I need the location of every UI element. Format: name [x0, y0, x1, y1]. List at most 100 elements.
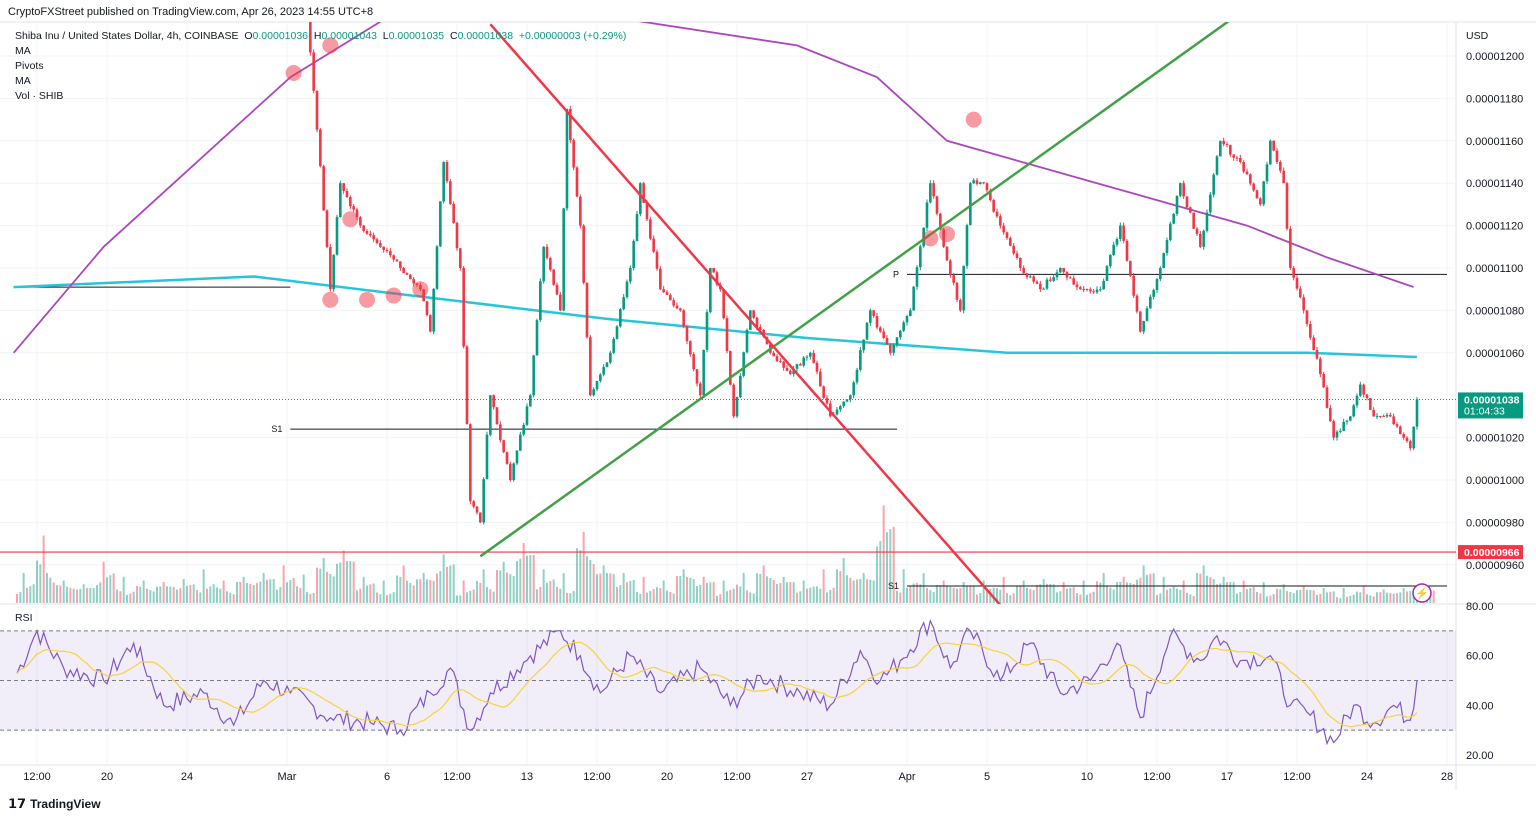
volume-bar — [1309, 590, 1312, 603]
volume-bar — [359, 588, 362, 603]
candle-body — [1039, 283, 1042, 290]
high-value: 0.00001043 — [321, 30, 377, 42]
candle-body — [909, 310, 912, 317]
candle-body — [1042, 288, 1045, 290]
x-tick-label: 12:00 — [443, 771, 471, 783]
volume-bar — [1292, 593, 1295, 603]
candle-body — [679, 308, 682, 311]
candle-body — [1235, 157, 1239, 159]
candle-body — [442, 162, 445, 202]
candle-body — [1082, 288, 1085, 290]
volume-bar — [936, 585, 938, 603]
indicator-ma-2[interactable]: MA — [15, 75, 31, 87]
x-tick-label: 24 — [181, 771, 193, 783]
volume-bar — [772, 579, 775, 603]
candle-body — [1132, 275, 1135, 296]
published-caption: CryptoFXStreet published on TradingView.… — [8, 6, 374, 18]
volume-bar — [1086, 594, 1088, 603]
pivot-marker — [939, 226, 955, 243]
volume-bar — [636, 592, 638, 603]
volume-bar — [1242, 580, 1245, 603]
volume-bar — [176, 589, 178, 603]
volume-bar — [852, 580, 855, 603]
volume-bar — [242, 576, 245, 603]
volume-bar — [79, 588, 82, 603]
candle-body — [1049, 279, 1052, 281]
volume-bar — [939, 585, 942, 603]
volume-bar — [849, 577, 852, 603]
high-label: H — [313, 30, 322, 42]
volume-bar — [669, 592, 672, 603]
candle-body — [459, 248, 462, 268]
candle-body — [1139, 311, 1142, 332]
volume-bar — [799, 591, 802, 603]
volume-bar — [789, 582, 792, 603]
tradingview-logo[interactable]: 𝟭𝟳 TradingView — [8, 796, 101, 812]
candle-body — [1255, 190, 1259, 199]
candle-body — [1309, 323, 1312, 338]
volume-bar — [326, 571, 328, 603]
candle-body — [835, 409, 839, 415]
candle-body — [555, 284, 559, 295]
lightning-icon-ring — [1412, 583, 1432, 603]
candle-body — [615, 326, 619, 339]
candle-body — [1289, 228, 1292, 268]
candle-body — [509, 463, 512, 480]
price-tick-label: 0.00000960 — [1466, 560, 1524, 572]
volume-bar — [136, 585, 138, 603]
volume-bar — [432, 580, 435, 603]
candle-body — [489, 395, 492, 435]
candle-body — [599, 374, 602, 381]
rsi-label[interactable]: RSI — [15, 612, 33, 624]
candle-body — [462, 268, 465, 347]
price-tick-label: 0.00001060 — [1466, 348, 1524, 360]
volume-bar — [689, 577, 692, 603]
candle-body — [895, 337, 899, 345]
volume-bar — [832, 587, 835, 603]
candle-body — [1279, 162, 1282, 171]
candle-body — [1065, 272, 1069, 278]
volume-bar — [302, 574, 305, 603]
volume-bar — [979, 593, 982, 603]
low-value: 0.00001035 — [388, 30, 445, 42]
volume-bar — [1199, 573, 1202, 603]
candle-body — [1155, 279, 1159, 291]
indicator-ma-1[interactable]: MA — [15, 45, 31, 57]
candle-body — [1319, 358, 1322, 374]
volume-bar — [892, 526, 895, 603]
volume-bar — [306, 591, 308, 603]
volume-bar — [69, 587, 72, 603]
lightning-icon[interactable]: ⚡ — [1412, 583, 1432, 603]
candle-body — [1285, 183, 1289, 229]
candle-body — [389, 251, 392, 256]
trendline — [489, 23, 1002, 604]
volume-bar — [119, 591, 122, 603]
volume-bar — [1196, 573, 1198, 603]
candle-body — [882, 331, 885, 339]
volume-bar — [989, 588, 992, 603]
volume-bar — [149, 589, 152, 603]
currency-label: USD — [1466, 30, 1489, 42]
candle-body — [405, 273, 409, 275]
candle-body — [775, 356, 779, 362]
volume-bar — [639, 593, 642, 603]
volume-bar — [209, 586, 212, 603]
candle-body — [1262, 181, 1265, 205]
symbol-title[interactable]: Shiba Inu / United States Dollar, 4h, CO… — [15, 30, 239, 42]
indicator-pivots[interactable]: Pivots — [15, 60, 44, 72]
candle-body — [1245, 171, 1249, 175]
indicator-volume[interactable]: Vol · SHIB — [15, 90, 64, 102]
volume-bar — [1176, 588, 1178, 603]
volume-bar — [1366, 594, 1368, 603]
volume-bar — [759, 573, 762, 603]
volume-bar — [976, 594, 978, 603]
candle-body — [1352, 405, 1355, 417]
candle-body — [499, 424, 502, 441]
volume-bar — [446, 566, 448, 603]
volume-bar — [356, 590, 358, 603]
volume-bar — [299, 588, 302, 603]
x-tick-label: 12:00 — [1143, 771, 1171, 783]
candle-body — [479, 512, 482, 523]
candle-body — [952, 275, 955, 283]
